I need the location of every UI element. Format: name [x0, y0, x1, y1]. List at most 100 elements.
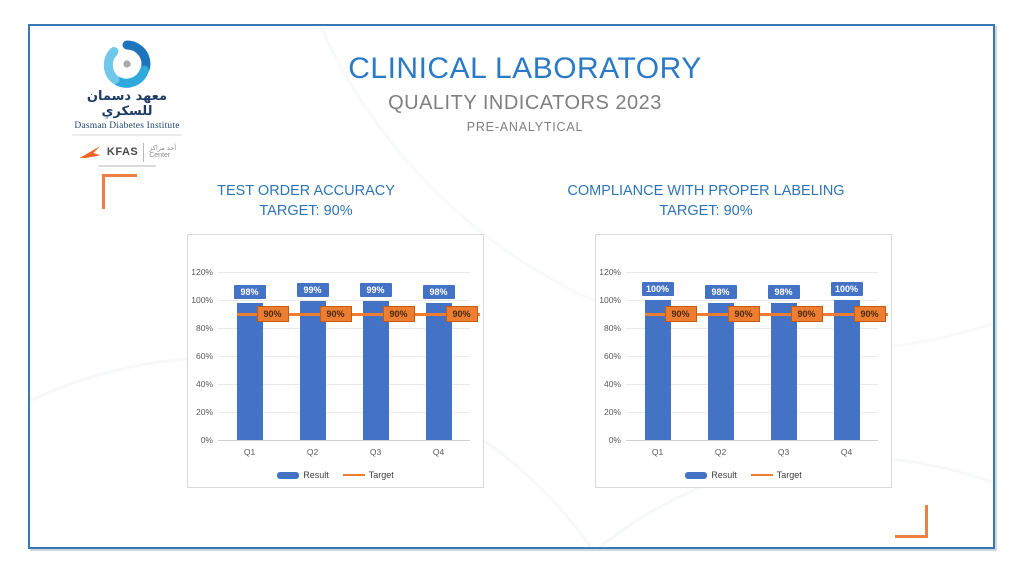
chart-title-line2: TARGET: 90%	[259, 203, 353, 219]
legend-label: Result	[303, 470, 329, 480]
gridline	[626, 440, 878, 441]
kfas-microtext-top	[72, 134, 182, 136]
x-tick-label: Q2	[714, 447, 727, 457]
result-bar	[707, 302, 734, 440]
chart-title-compliance-labeling: COMPLIANCE WITH PROPER LABELING TARGET: …	[546, 181, 866, 221]
chart-legend: Result Target	[188, 470, 483, 480]
corner-bracket-top-left	[102, 174, 137, 209]
institute-name-english: Dasman Diabetes Institute	[74, 121, 180, 131]
target-value-label: 90%	[727, 306, 760, 322]
y-tick-label: 60%	[195, 351, 213, 361]
gridline	[218, 412, 470, 413]
y-tick-label: 40%	[195, 379, 213, 389]
y-tick-label: 40%	[603, 379, 621, 389]
gridline	[218, 328, 470, 329]
kfas-wordmark: KFAS	[106, 146, 139, 158]
chart-title-line1: TEST ORDER ACCURACY	[217, 183, 395, 199]
legend-label: Target	[368, 470, 394, 480]
x-tick-label: Q3	[369, 447, 382, 457]
gridline	[626, 300, 878, 301]
y-tick-label: 60%	[603, 351, 621, 361]
result-bar	[770, 302, 797, 440]
result-value-label: 98%	[767, 284, 800, 299]
chart-panel-compliance-labeling: 0% 20% 40% 60% 80% 100% 120% 90% 90% 90% 90% 100% 98…	[595, 234, 892, 488]
target-value-label: 90%	[664, 306, 697, 322]
slide-header: CLINICAL LABORATORY QUALITY INDICATORS 2…	[260, 52, 790, 134]
result-value-label: 100%	[641, 281, 674, 296]
result-bar	[644, 300, 671, 440]
plot-area: 0% 20% 40% 60% 80% 100% 120% 90% 90% 90% 90% 100% 98…	[599, 267, 888, 457]
x-tick-label: Q1	[651, 447, 664, 457]
gridline	[218, 300, 470, 301]
kfas-microtext-bottom	[98, 164, 156, 167]
legend-item: Target	[342, 470, 394, 480]
target-value-label: 90%	[853, 306, 886, 322]
chart-legend: Result Target	[596, 470, 891, 480]
gridline	[626, 328, 878, 329]
result-value-label: 99%	[359, 283, 392, 298]
gridline	[218, 356, 470, 357]
result-value-label: 99%	[296, 283, 329, 298]
x-tick-label: Q2	[306, 447, 319, 457]
gridline	[626, 356, 878, 357]
gridline	[218, 440, 470, 441]
y-tick-label: 120%	[191, 267, 213, 277]
y-tick-label: 20%	[603, 407, 621, 417]
plot-area: 0% 20% 40% 60% 80% 100% 120% 90% 90% 90% 90% 98% 99%…	[191, 267, 480, 457]
gridline	[626, 412, 878, 413]
chart-title-line2: TARGET: 90%	[659, 203, 753, 219]
page-tagline: PRE-ANALYTICAL	[466, 120, 584, 134]
page-title: CLINICAL LABORATORY	[348, 52, 702, 85]
target-value-label: 90%	[256, 306, 289, 322]
gridline	[626, 272, 878, 273]
target-value-label: 90%	[445, 306, 478, 322]
dasman-logo: معهد دسمان للسكري Dasman Diabetes Instit…	[64, 40, 190, 167]
target-value-label: 90%	[319, 306, 352, 322]
chart-title-test-order-accuracy: TEST ORDER ACCURACY TARGET: 90%	[146, 181, 466, 221]
chart-panel-test-order-accuracy: 0% 20% 40% 60% 80% 100% 120% 90% 90% 90% 90% 98% 99%…	[187, 234, 484, 488]
y-tick-label: 100%	[191, 295, 213, 305]
result-bar	[833, 300, 860, 440]
y-tick-label: 100%	[599, 295, 621, 305]
target-swatch-icon	[342, 473, 365, 477]
legend-label: Target	[776, 470, 802, 480]
result-bar	[299, 301, 326, 440]
y-tick-label: 20%	[195, 407, 213, 417]
target-swatch-icon	[750, 473, 773, 477]
legend-item: Result	[685, 470, 737, 480]
slide: معهد دسمان للسكري Dasman Diabetes Instit…	[28, 24, 995, 549]
result-bar	[425, 302, 452, 440]
x-tick-label: Q3	[777, 447, 790, 457]
result-value-label: 98%	[704, 284, 737, 299]
y-tick-label: 120%	[599, 267, 621, 277]
target-line	[644, 313, 888, 316]
dasman-swirl-icon	[103, 40, 151, 88]
y-tick-label: 0%	[200, 435, 213, 445]
x-tick-label: Q4	[840, 447, 853, 457]
kfas-arabic-label: أحد مراكز	[149, 144, 177, 152]
result-bar	[362, 301, 389, 440]
result-bar	[236, 302, 263, 440]
legend-item: Result	[277, 470, 329, 480]
result-value-label: 98%	[422, 284, 455, 299]
legend-item: Target	[750, 470, 802, 480]
target-value-label: 90%	[382, 306, 415, 322]
kfas-arrow-icon	[79, 146, 101, 158]
gridline	[626, 384, 878, 385]
gridline	[218, 384, 470, 385]
legend-label: Result	[711, 470, 737, 480]
x-tick-label: Q1	[243, 447, 256, 457]
kfas-divider	[143, 142, 145, 162]
page-subtitle: QUALITY INDICATORS 2023	[388, 92, 662, 114]
institute-name-arabic: معهد دسمان للسكري	[86, 89, 168, 119]
x-tick-label: Q4	[432, 447, 445, 457]
result-value-label: 100%	[830, 281, 863, 296]
corner-bracket-bottom-right	[895, 505, 928, 538]
result-swatch-icon	[277, 471, 300, 479]
target-line	[236, 313, 480, 316]
result-value-label: 98%	[233, 284, 266, 299]
result-swatch-icon	[685, 471, 708, 479]
target-value-label: 90%	[790, 306, 823, 322]
y-tick-label: 80%	[603, 323, 621, 333]
gridline	[218, 272, 470, 273]
